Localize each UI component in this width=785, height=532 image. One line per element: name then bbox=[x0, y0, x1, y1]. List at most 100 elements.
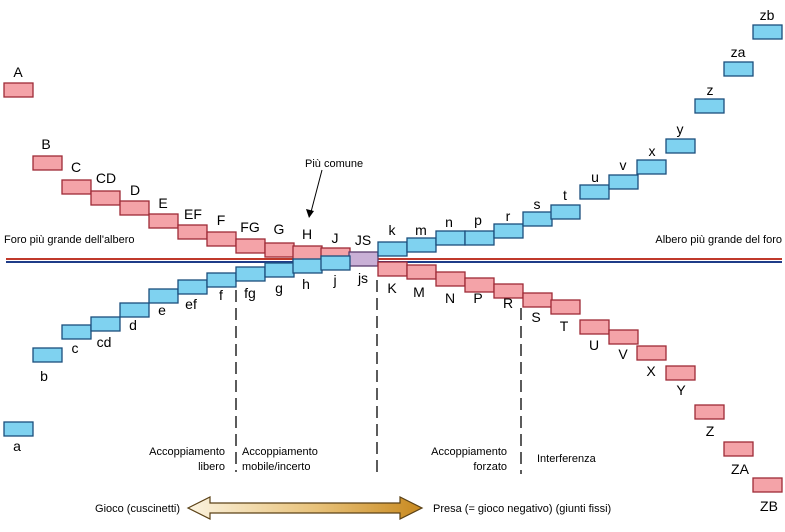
shaft-tolerance-box-z bbox=[694, 98, 725, 114]
hole-tolerance-box-Y bbox=[665, 365, 696, 381]
shaft-label-j: j bbox=[332, 272, 336, 288]
shaft-label-cd: cd bbox=[97, 334, 112, 350]
hole-tolerance-box-Z bbox=[694, 404, 725, 420]
shaft-label-p: p bbox=[474, 212, 482, 228]
hole-tolerance-box-G bbox=[264, 242, 295, 258]
shaft-tolerance-box-f bbox=[206, 272, 237, 288]
hole-tolerance-box-C bbox=[61, 179, 92, 195]
hole-larger-label: Foro più grande dell'albero bbox=[4, 234, 135, 246]
fit-forced-label-line1: Accoppiamento bbox=[431, 446, 507, 458]
shaft-label-d: d bbox=[129, 317, 137, 333]
hole-tolerance-box-X bbox=[636, 345, 667, 361]
fit-mobile-label-line1: Accoppiamento bbox=[242, 446, 318, 458]
shaft-tolerance-box-j bbox=[320, 255, 351, 271]
shaft-tolerance-box-k bbox=[377, 241, 408, 257]
fit-mobile-label-line2: mobile/incerto bbox=[242, 461, 310, 473]
shaft-label-x: x bbox=[649, 143, 656, 159]
hole-tolerance-box-T bbox=[550, 299, 581, 315]
shaft-label-e: e bbox=[158, 302, 166, 318]
fit-forced-label-line2: forzato bbox=[473, 461, 507, 473]
hole-tolerance-box-FG bbox=[235, 238, 266, 254]
shaft-tolerance-box-m bbox=[406, 237, 437, 253]
most-common-pointer bbox=[310, 169, 323, 213]
shaft-label-f: f bbox=[219, 287, 223, 303]
shaft-tolerance-box-g bbox=[264, 262, 295, 278]
shaft-tolerance-box-x bbox=[636, 159, 667, 175]
shaft-label-n: n bbox=[445, 214, 453, 230]
shaft-tolerance-box-b bbox=[32, 347, 63, 363]
hole-tolerance-box-S bbox=[522, 292, 553, 308]
hole-label-F: F bbox=[217, 212, 226, 228]
shaft-tolerance-box-c bbox=[61, 324, 92, 340]
hole-label-N: N bbox=[445, 290, 455, 306]
shaft-tolerance-box-r bbox=[493, 223, 524, 239]
hole-tolerance-box-JS bbox=[348, 251, 379, 267]
shaft-label-fg: fg bbox=[244, 285, 256, 301]
shaft-tolerance-box-u bbox=[579, 184, 610, 200]
hole-label-T: T bbox=[560, 318, 569, 334]
hole-tolerance-box-EF bbox=[177, 224, 208, 240]
clearance-label: Gioco (cuscinetti) bbox=[95, 503, 180, 515]
shaft-tolerance-box-y bbox=[665, 138, 696, 154]
hole-tolerance-box-H bbox=[292, 245, 323, 261]
shaft-tolerance-box-a bbox=[3, 421, 34, 437]
shaft-label-k: k bbox=[389, 222, 397, 238]
shaft-label-t: t bbox=[563, 187, 567, 203]
shaft-tolerance-box-v bbox=[608, 174, 639, 190]
hole-tolerance-box-ZA bbox=[723, 441, 754, 457]
clearance-grip-double-arrow bbox=[186, 496, 424, 520]
hole-label-H: H bbox=[302, 226, 312, 242]
hole-label-G: G bbox=[274, 221, 285, 237]
hole-label-J: J bbox=[332, 230, 339, 246]
hole-tolerance-box-V bbox=[608, 329, 639, 345]
shaft-label-ef: ef bbox=[185, 296, 197, 312]
shaft-label-v: v bbox=[620, 157, 627, 173]
hole-label-S: S bbox=[531, 309, 540, 325]
hole-label-U: U bbox=[589, 337, 599, 353]
hole-tolerance-box-N bbox=[435, 271, 466, 287]
hole-tolerance-box-E bbox=[148, 213, 179, 229]
hole-label-EF: EF bbox=[184, 206, 202, 222]
hole-label-FG: FG bbox=[240, 219, 259, 235]
hole-label-P: P bbox=[473, 290, 482, 306]
shaft-tolerance-box-cd bbox=[90, 316, 121, 332]
shaft-label-b: b bbox=[40, 368, 48, 384]
hole-label-CD: CD bbox=[96, 170, 116, 186]
shaft-tolerance-box-n bbox=[435, 230, 466, 246]
hole-label-E: E bbox=[158, 195, 167, 211]
shaft-label-zb: zb bbox=[760, 7, 775, 23]
shaft-label-y: y bbox=[677, 121, 684, 137]
hole-label-D: D bbox=[130, 182, 140, 198]
hole-tolerance-box-R bbox=[493, 283, 524, 299]
shaft-tolerance-box-d bbox=[119, 302, 150, 318]
grip-label: Presa (= gioco negativo) (giunti fissi) bbox=[433, 503, 611, 515]
hole-label-M: M bbox=[413, 284, 425, 300]
shaft-label-r: r bbox=[506, 208, 511, 224]
hole-label-K: K bbox=[387, 280, 397, 296]
shaft-tolerance-box-zb bbox=[752, 24, 783, 40]
hole-label-ZA: ZA bbox=[731, 461, 750, 477]
hole-label-R: R bbox=[503, 295, 513, 311]
shaft-label-u: u bbox=[591, 169, 599, 185]
hole-tolerance-box-U bbox=[579, 319, 610, 335]
hole-label-JS: JS bbox=[355, 232, 371, 248]
hole-tolerance-box-ZB bbox=[752, 477, 783, 493]
shaft-tolerance-box-fg bbox=[235, 266, 266, 282]
shaft-label-g: g bbox=[275, 280, 283, 296]
hole-label-A: A bbox=[13, 64, 23, 80]
shaft-tolerance-box-e bbox=[148, 288, 179, 304]
shaft-label-a: a bbox=[13, 438, 21, 454]
hole-label-B: B bbox=[41, 136, 50, 152]
hole-tolerance-box-K bbox=[377, 261, 408, 277]
shaft-tolerance-box-s bbox=[522, 211, 553, 227]
hole-tolerance-box-F bbox=[206, 231, 237, 247]
most-common-label: Più comune bbox=[305, 158, 363, 170]
hole-tolerance-box-CD bbox=[90, 190, 121, 206]
shaft-label-za: za bbox=[731, 44, 746, 60]
fit-free-label-line1: Accoppiamento bbox=[149, 446, 225, 458]
shaft-label-h: h bbox=[302, 276, 310, 292]
shaft-larger-label: Albero più grande del foro bbox=[655, 234, 782, 246]
hole-tolerance-box-M bbox=[406, 264, 437, 280]
hole-tolerance-box-A bbox=[3, 82, 34, 98]
